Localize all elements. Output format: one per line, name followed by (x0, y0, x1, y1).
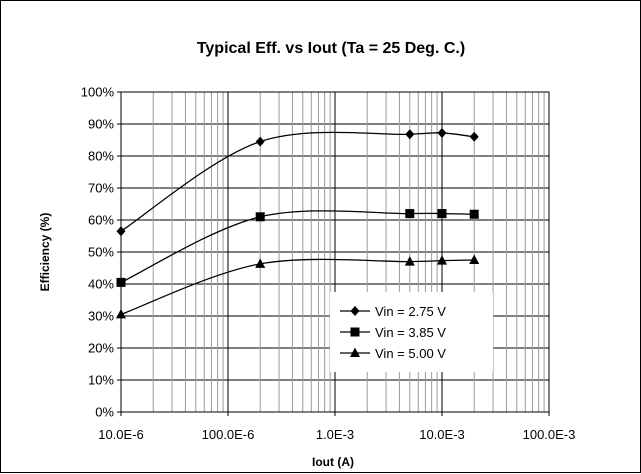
y-tick-label: 50% (88, 245, 114, 260)
y-tick-label: 90% (88, 117, 114, 132)
data-point (437, 127, 447, 138)
data-point (255, 258, 266, 268)
x-axis-ticks: 10.0E-6 100.0E-6 1.0E-3 10.0E-3 100.0E-3 (98, 412, 575, 442)
y-axis-ticks: 0% 10% 20% 30% 40% 50% 60% 70% 80% 90% 100% (81, 85, 121, 420)
data-point (437, 209, 447, 219)
legend-marker (350, 347, 360, 357)
data-point (116, 308, 126, 319)
series-line (120, 210, 475, 283)
chart-title: Typical Eff. vs Iout (Ta = 25 Deg. C.) (197, 40, 465, 57)
data-point (437, 255, 447, 265)
legend: Vin = 2.75 V Vin = 3.85 V Vin = 5.00 V (330, 292, 493, 372)
x-tick-label: 100.0E-6 (202, 427, 255, 442)
y-tick-label: 40% (88, 277, 114, 292)
series-2 (116, 209, 479, 287)
series-1 (116, 127, 479, 237)
y-tick-label: 20% (88, 341, 114, 356)
x-axis-label: Iout (A) (312, 455, 354, 469)
data-point (405, 209, 415, 219)
data-point (405, 129, 415, 140)
y-tick-label: 80% (88, 149, 114, 164)
y-tick-label: 70% (88, 181, 114, 196)
y-tick-label: 60% (88, 213, 114, 228)
data-point (116, 277, 126, 287)
legend-marker (350, 327, 360, 337)
series-layer (116, 127, 480, 319)
series-line (120, 131, 475, 232)
data-point (255, 212, 265, 222)
legend-label: Vin = 3.85 V (375, 325, 446, 340)
legend-label: Vin = 2.75 V (375, 304, 446, 319)
y-tick-label: 10% (88, 373, 114, 388)
x-tick-label: 100.0E-3 (523, 427, 576, 442)
data-point (469, 131, 479, 142)
legend-label: Vin = 5.00 V (375, 346, 446, 361)
x-tick-label: 10.0E-3 (419, 427, 465, 442)
y-axis-label: Efficiency (%) (38, 213, 52, 292)
x-tick-label: 1.0E-3 (316, 427, 354, 442)
series-3 (116, 254, 480, 319)
legend-item-2: Vin = 3.85 V (340, 325, 446, 340)
x-tick-label: 10.0E-6 (98, 427, 144, 442)
data-point (469, 254, 480, 264)
data-point (255, 136, 265, 147)
y-tick-label: 100% (81, 85, 115, 100)
legend-item-3: Vin = 5.00 V (340, 346, 446, 361)
y-tick-label: 30% (88, 309, 114, 324)
y-tick-label: 0% (95, 405, 114, 420)
data-point (404, 256, 415, 266)
data-point (469, 209, 479, 219)
data-point (116, 226, 126, 237)
legend-marker (350, 306, 360, 316)
legend-item-1: Vin = 2.75 V (340, 304, 446, 319)
